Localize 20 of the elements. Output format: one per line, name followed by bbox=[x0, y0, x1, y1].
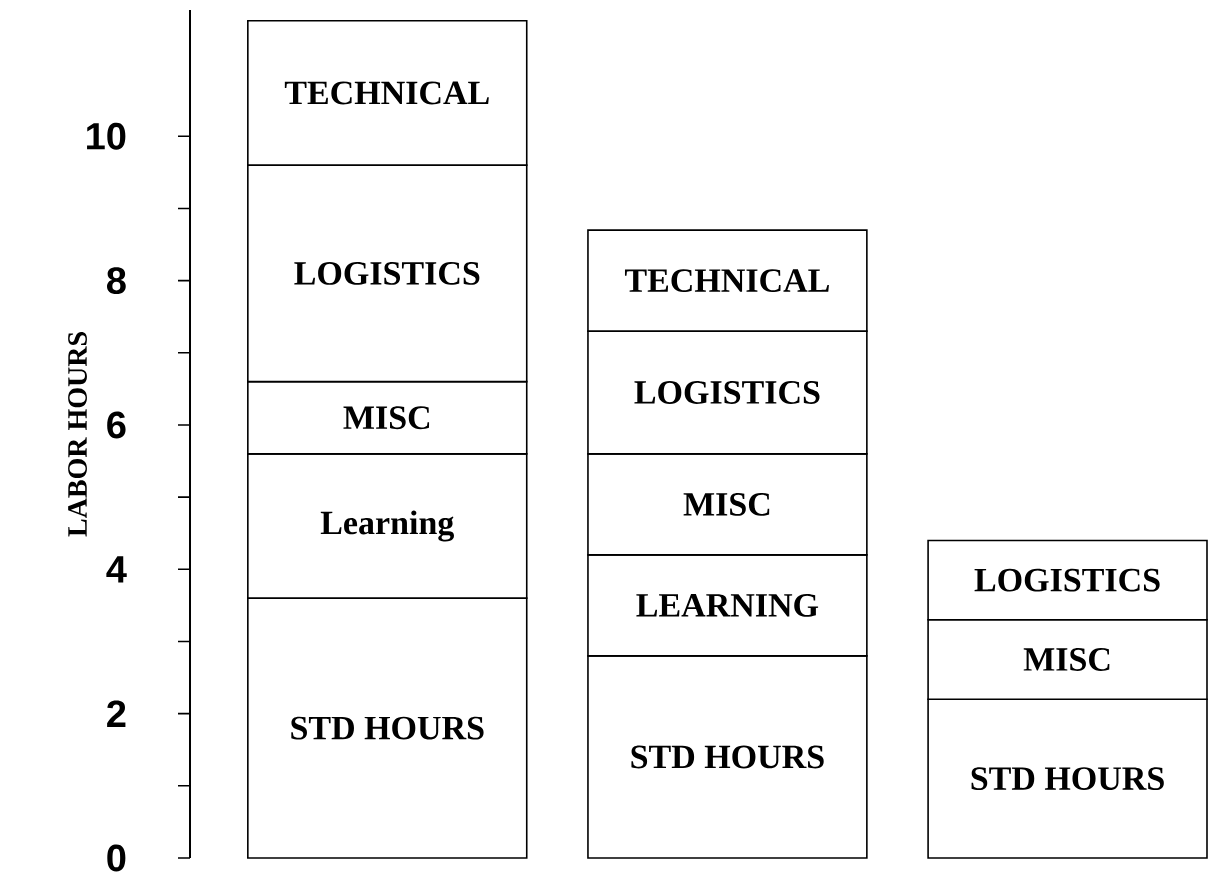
data-label: STD HOURS bbox=[631, 745, 824, 769]
y-tick-label: 8 bbox=[107, 267, 126, 295]
data-label: MISC bbox=[683, 492, 770, 516]
data-label: Learning bbox=[320, 510, 454, 542]
data-label: LEARNING bbox=[636, 593, 819, 617]
y-axis-title: LABOR HOURS bbox=[68, 332, 87, 537]
data-label: LOGISTICS bbox=[294, 261, 480, 285]
data-label: STD HOURS bbox=[291, 716, 484, 740]
data-label: TECHNICAL bbox=[624, 269, 829, 293]
y-tick-label: 0 bbox=[107, 844, 126, 872]
y-tick-label: 10 bbox=[87, 122, 126, 150]
y-tick-label: 6 bbox=[107, 411, 126, 439]
data-label: TECHNICAL bbox=[284, 81, 489, 105]
y-tick-label: 4 bbox=[106, 556, 127, 583]
data-label: LOGISTICS bbox=[974, 568, 1160, 592]
data-label: STD HOURS bbox=[971, 767, 1164, 791]
data-label: MISC bbox=[343, 406, 430, 430]
data-label: LOGISTICS bbox=[634, 381, 820, 404]
y-tick-label: 2 bbox=[107, 700, 126, 727]
data-label: MISC bbox=[1023, 648, 1110, 671]
